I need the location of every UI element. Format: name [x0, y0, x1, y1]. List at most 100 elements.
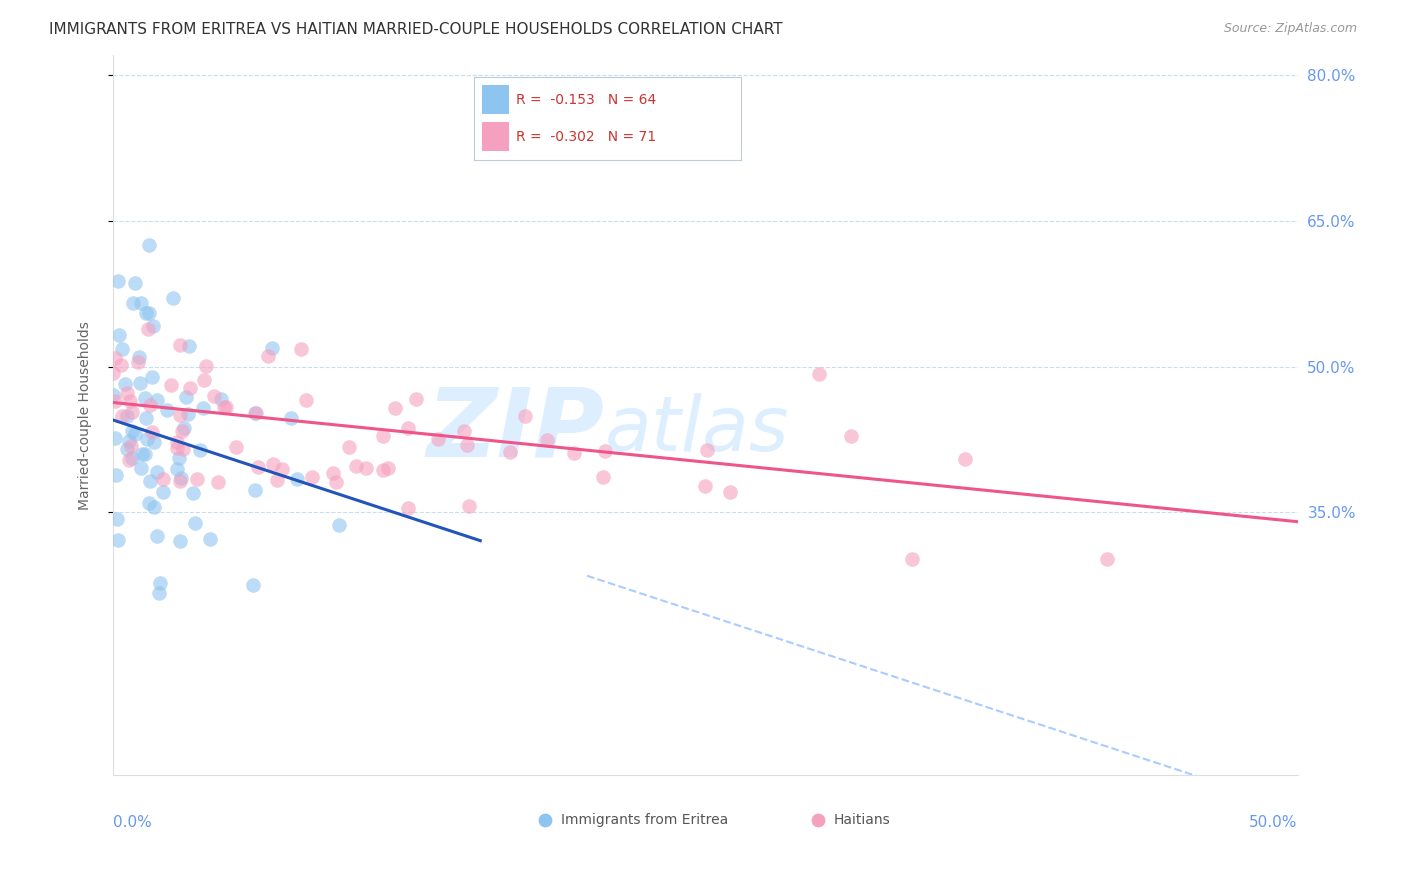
Point	[166, 435, 188, 450]
Point	[131, 447, 153, 461]
Point	[160, 377, 183, 392]
Point	[103, 388, 125, 402]
Point	[458, 499, 481, 513]
Point	[124, 426, 146, 441]
Point	[141, 425, 163, 440]
Point	[184, 516, 207, 531]
Point	[136, 432, 159, 446]
Text: IMMIGRANTS FROM ERITREA VS HAITIAN MARRIED-COUPLE HOUSEHOLDS CORRELATION CHART: IMMIGRANTS FROM ERITREA VS HAITIAN MARRI…	[49, 22, 783, 37]
Point	[138, 306, 160, 320]
Point	[148, 585, 170, 599]
Point	[122, 295, 145, 310]
Point	[115, 442, 138, 457]
Point	[121, 405, 143, 419]
Point	[207, 475, 229, 490]
Point	[117, 385, 139, 400]
Point	[371, 429, 394, 443]
Point	[104, 431, 127, 445]
Point	[405, 392, 427, 406]
Y-axis label: Married-couple Households: Married-couple Households	[79, 321, 93, 509]
Point	[212, 400, 235, 414]
Point	[245, 483, 267, 498]
Point	[169, 408, 191, 422]
Point	[202, 389, 225, 403]
Point	[107, 274, 129, 288]
Point	[146, 465, 169, 479]
Point	[427, 432, 450, 446]
Point	[193, 373, 215, 387]
Point	[134, 447, 156, 461]
Point	[121, 424, 143, 438]
Text: Source: ZipAtlas.com: Source: ZipAtlas.com	[1223, 22, 1357, 36]
Point	[384, 401, 406, 415]
Point	[396, 420, 419, 434]
Point	[595, 444, 617, 458]
Point	[179, 339, 201, 353]
Point	[536, 434, 558, 448]
Point	[209, 392, 232, 407]
Text: Haitians: Haitians	[834, 813, 890, 827]
Point	[169, 338, 191, 352]
Point	[169, 474, 191, 488]
Point	[174, 390, 197, 404]
Point	[138, 237, 160, 252]
Point	[134, 391, 156, 405]
Point	[139, 474, 162, 488]
Point	[152, 485, 174, 500]
Point	[322, 466, 344, 480]
Point	[143, 434, 166, 449]
Point	[129, 376, 152, 391]
Point	[371, 463, 394, 477]
Point	[117, 409, 139, 423]
Point	[453, 424, 475, 438]
Point	[143, 500, 166, 514]
Point	[179, 381, 201, 395]
Point	[121, 450, 143, 465]
Point	[290, 342, 312, 356]
Point	[301, 470, 323, 484]
Point	[139, 398, 162, 412]
Point	[149, 575, 172, 590]
Point	[118, 453, 141, 467]
Point	[136, 321, 159, 335]
Point	[146, 529, 169, 543]
Point	[105, 467, 128, 482]
Point	[195, 359, 218, 373]
Point	[243, 405, 266, 419]
Point	[127, 355, 149, 369]
Point	[225, 441, 247, 455]
Point	[513, 409, 536, 424]
Point	[396, 500, 419, 515]
Point	[456, 438, 478, 452]
Point	[166, 462, 188, 476]
Point	[188, 442, 211, 457]
Point	[215, 400, 238, 414]
Point	[693, 479, 716, 493]
Point	[108, 327, 131, 342]
Point	[135, 410, 157, 425]
Point	[257, 349, 280, 363]
Point	[181, 486, 204, 500]
Point	[354, 460, 377, 475]
Point	[344, 458, 367, 473]
Point	[955, 452, 977, 467]
Point	[124, 276, 146, 290]
Point	[266, 473, 288, 487]
Point	[1095, 552, 1118, 566]
Point	[101, 366, 124, 380]
Point	[152, 472, 174, 486]
Point	[337, 440, 360, 454]
Point	[499, 444, 522, 458]
Point	[118, 393, 141, 408]
Point	[156, 403, 179, 417]
Text: Immigrants from Eritrea: Immigrants from Eritrea	[561, 813, 728, 827]
Point	[129, 295, 152, 310]
Point	[245, 406, 267, 420]
Point	[105, 512, 128, 526]
Point	[172, 424, 194, 438]
Point	[262, 457, 284, 471]
Point	[166, 441, 188, 455]
Point	[110, 358, 132, 372]
Point	[104, 351, 127, 365]
Point	[170, 471, 193, 485]
